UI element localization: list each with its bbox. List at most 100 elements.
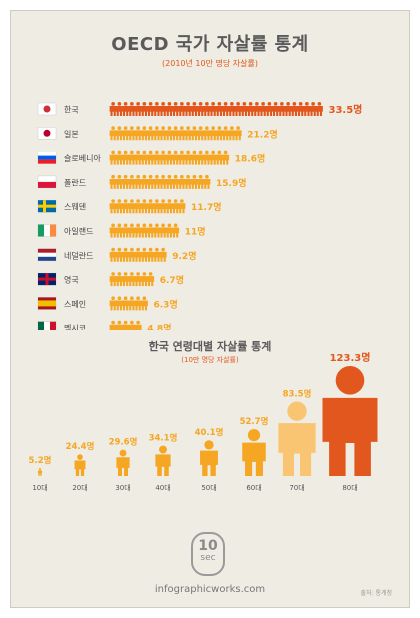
person-icon [159,150,167,165]
person-icon [209,150,217,165]
person-icon [190,150,198,165]
person-icon [165,223,173,238]
person-icon [128,296,136,311]
person-icon [265,102,273,116]
person-icon [247,102,255,116]
person-icon [128,199,136,214]
person-icon [109,320,117,330]
japan-flag-icon [37,127,57,140]
person-icon [134,102,142,116]
person-icon [122,150,130,165]
person-icon [134,126,142,141]
person-icon [240,102,248,116]
age-value-label: 24.4명 [66,441,95,452]
person-icon [172,223,180,238]
country-bar [109,150,230,165]
person-icon [159,247,167,262]
person-icon [147,272,155,287]
person-icon [140,272,148,287]
poland-flag-icon [37,175,57,189]
person-icon [228,102,236,116]
country-bar [109,272,155,287]
country-label: 멕시코 [64,323,86,330]
person-icon [134,174,142,189]
person-icon [172,102,180,116]
person-icon [122,247,130,262]
value-label: 33.5명 [329,103,363,116]
value-label: 4.8명 [147,323,171,330]
person-icon [147,199,155,214]
person-icon [122,126,130,141]
person-icon [122,102,130,116]
person-icon [134,247,142,262]
age-person-icon [200,440,218,476]
person-icon [109,296,117,311]
person-icon [128,150,136,165]
person-icon [159,102,167,116]
value-label: 6.7명 [160,274,184,286]
person-icon [140,174,148,189]
person-icon [197,126,205,141]
korea-flag-icon [37,102,57,116]
value-label: 15.9명 [216,177,247,189]
person-icon [109,126,117,141]
age-value-label: 29.6명 [109,437,138,448]
country-bar [109,247,167,262]
person-icon [165,150,173,165]
person-icon [128,126,136,141]
person-icon [109,247,117,262]
age-person-icon [38,468,42,477]
source-note: 출처: 통계청 [360,590,392,597]
person-icon [290,102,298,116]
person-icon [203,150,211,165]
person-icon [122,199,130,214]
person-icon [122,223,130,238]
person-icon [159,174,167,189]
country-label: 영국 [64,275,79,285]
person-icon [153,247,161,262]
value-label: 21.2명 [247,128,278,140]
person-icon [147,223,155,238]
person-icon [172,174,180,189]
person-icon [184,126,192,141]
person-icon [109,102,117,116]
person-icon [134,296,142,311]
ireland-flag-icon [37,224,57,237]
country-label: 스웨덴 [64,202,86,212]
person-icon [147,174,155,189]
person-icon [140,150,148,165]
person-icon [315,102,323,116]
country-label: 아일랜드 [64,226,93,236]
country-label: 네덜란드 [64,250,93,260]
country-label: 한국 [64,106,79,115]
person-icon [122,174,130,189]
10sec-logo: 10 sec [191,532,225,576]
person-icon [165,126,173,141]
country-bar [109,223,180,238]
person-icon [228,126,236,141]
person-icon [115,272,123,287]
person-icon [178,199,186,214]
slovenia-flag-icon [37,151,57,164]
person-icon [147,126,155,141]
person-icon [222,150,230,165]
person-icon [134,320,142,330]
person-icon [153,102,161,116]
spain-flag-icon [37,297,57,310]
person-icon [153,223,161,238]
person-icon [165,174,173,189]
person-icon [128,320,136,330]
age-person-icon [278,401,316,476]
person-icon [109,223,117,238]
person-icon [197,174,205,189]
person-icon [109,174,117,189]
age-person-icon [322,366,378,476]
person-icon [178,174,186,189]
person-icon [184,174,192,189]
person-icon [153,126,161,141]
person-icon [184,102,192,116]
person-icon [172,150,180,165]
person-icon [253,102,261,116]
age-category-label: 80대 [342,484,357,492]
person-icon [115,150,123,165]
